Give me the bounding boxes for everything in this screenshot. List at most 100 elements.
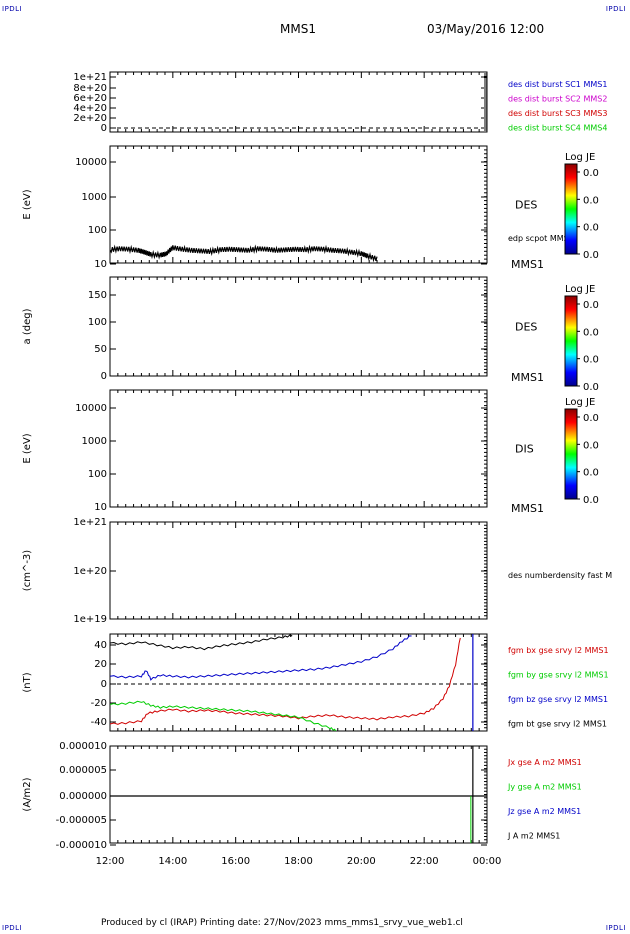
y-tick-label: 10 [94,259,107,270]
y-tick-label: 1e+19 [73,614,107,625]
panel-frame [109,389,488,508]
colorbar [564,163,578,255]
legend-entry: fgm bx gse srvy l2 MMS1 [508,646,609,655]
legend-entry: J A m2 MMS1 [507,832,560,841]
panel-5: 1e+21 1e+20 1e+19 (cm^-3) [22,517,488,625]
footer-text: Produced by cl (IRAP) Printing date: 27/… [101,918,463,928]
legend-entry: des dist burst SC3 MMS3 [508,109,607,118]
colorbar-tick-label: 0.0 [583,327,599,338]
colorbar-tick-label: 0.0 [583,355,599,366]
y-tick-label: 100 [88,225,107,236]
time-tick-label: 18:00 [284,856,313,867]
series-line [110,637,461,725]
y-axis-label: (nT) [22,672,33,692]
y-axis-label: E (eV) [22,189,33,219]
y-axis-label: (cm^-3) [22,550,33,591]
y-tick-label: 1000 [82,192,107,203]
y-tick-label: 0.000010 [59,741,107,752]
panel-frame [109,521,488,620]
y-tick-label: 0.000005 [59,765,107,776]
y-tick-label: 6e+20 [73,93,107,104]
colorbar-tick-label: 0.0 [583,300,599,311]
time-tick-label: 20:00 [347,856,376,867]
y-tick-label: 0.000000 [59,791,107,802]
panel-3: 150 100 50 0 a (deg) [22,276,488,382]
y-tick-label: 0 [101,679,107,690]
colorbar-tick-label: 0.0 [583,223,599,234]
y-tick-label: -40 [91,717,107,728]
colorbar-title: Log JE [565,284,595,295]
panel-6: 40 20 0 -20 -40 (nT) [22,633,488,732]
panel-2: 10000 1000 100 10 E (eV) [22,145,488,270]
panel-frame [109,276,488,377]
y-tick-label: 10000 [75,403,107,414]
colorbar [564,408,578,500]
y-axis-label: (A/m2) [22,777,33,811]
y-tick-label: 1e+20 [73,566,107,577]
panel-frame [109,745,488,844]
panel-4: 10000 1000 100 10 E (eV) [22,389,488,513]
series-line [110,634,293,651]
spacecraft-potential-line [109,244,378,263]
date-time-title: 03/May/2016 12:00 [427,22,545,36]
y-tick-label: -20 [91,698,107,709]
time-tick-label: 12:00 [96,856,125,867]
legend-entry: fgm by gse srvy l2 MMS1 [508,671,609,680]
panel-frame [109,633,488,732]
legend-entry: fgm bz gse srvy l2 MMS1 [508,695,608,704]
corner-mark-top-left: IPDLI [2,5,23,13]
y-tick-label: 50 [94,344,107,355]
colorbar-title: Log JE [565,152,595,163]
panel-7: 0.000010 0.000005 0.000000 -0.000005 -0.0000… [22,741,488,851]
overlay-legend: edp scpot MMS1 [508,234,574,243]
corner-mark-top-right: IPDLI [605,5,626,13]
spacecraft-title: MMS1 [280,22,316,36]
colorbar-tick-label: 0.0 [583,440,599,451]
colorbar-tick-label: 0.0 [583,250,599,261]
panel-label: DIS [515,443,534,456]
legend-entry: des dist burst SC1 MMS1 [508,80,607,89]
panel-frame [109,145,488,264]
station-label: MMS1 [511,258,544,271]
y-tick-label: 100 [88,469,107,480]
colorbar-tick-label: 0.0 [583,495,599,506]
colorbar-tick-label: 0.0 [583,413,599,424]
y-tick-label: 100 [88,317,107,328]
corner-mark-bottom-left: IPDLI [2,924,23,932]
time-tick-label: 22:00 [410,856,439,867]
y-axis-label: a (deg) [22,308,33,344]
y-tick-label: 10 [94,502,107,513]
colorbar [564,295,578,387]
legend-entry: Jy gse A m2 MMS1 [507,783,582,792]
y-tick-label: 2e+20 [73,113,107,124]
y-tick-label: 1e+21 [73,517,107,528]
series-line [110,635,412,681]
panel-label: DES [515,199,537,212]
station-label: MMS1 [511,502,544,515]
series-line [110,700,337,731]
y-tick-label: 4e+20 [73,103,107,114]
colorbar-tick-label: 0.0 [583,195,599,206]
legend-entry: des numberdensity fast M [508,571,612,580]
panel-frame [109,71,488,133]
y-tick-label: 150 [88,290,107,301]
station-label: MMS1 [511,371,544,384]
y-tick-label: 20 [94,659,107,670]
corner-mark-bottom-right: IPDLI [605,924,626,932]
time-tick-label: 14:00 [158,856,187,867]
panel-label: DES [515,321,537,334]
y-tick-label: 10000 [75,157,107,168]
y-tick-label: 1000 [82,436,107,447]
time-tick-label: 16:00 [221,856,250,867]
colorbar-title: Log JE [565,397,595,408]
y-tick-label: -0.000010 [56,840,107,851]
y-tick-label: -0.000005 [56,815,107,826]
legend-entry: fgm bt gse srvy l2 MMS1 [508,720,607,729]
time-tick-label: 00:00 [473,856,502,867]
legend-entry: Jz gse A m2 MMS1 [507,807,581,816]
y-tick-label: 0 [101,123,107,134]
y-axis-label: E (eV) [22,433,33,463]
y-tick-label: 0 [101,371,107,382]
